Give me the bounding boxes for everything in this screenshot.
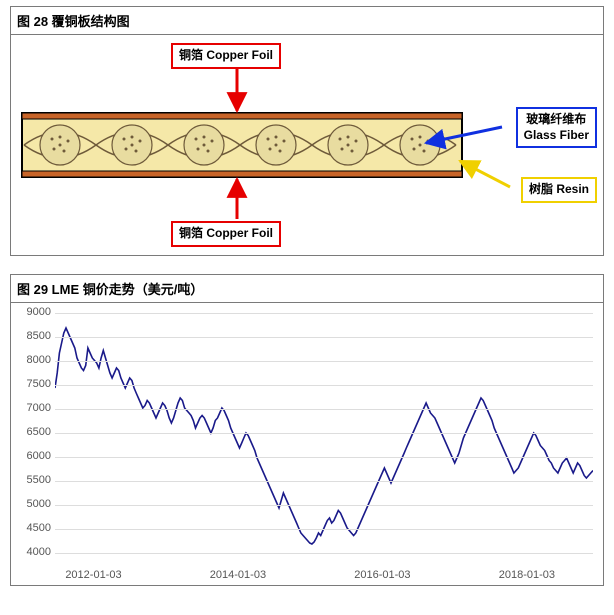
y-tick-label: 6000 — [19, 450, 51, 462]
grid-line — [55, 361, 593, 362]
y-tick-label: 4000 — [19, 546, 51, 558]
y-tick-label: 8000 — [19, 354, 51, 366]
lme-copper-chart: 4000 4500 5000 5500 6000 6500 7000 7500 8000 8500… — [11, 303, 603, 585]
price-line-svg — [55, 313, 593, 563]
ccl-structure-diagram: 铜箔 Copper Foil 玻璃纤维布 Glass Fiber 树脂 Resi… — [11, 35, 603, 255]
grid-line — [55, 385, 593, 386]
figure-28-title: 图 28 覆铜板结构图 — [11, 7, 603, 35]
y-tick-label: 4500 — [19, 522, 51, 534]
y-tick-label: 8500 — [19, 330, 51, 342]
grid-line — [55, 529, 593, 530]
y-tick-label: 7000 — [19, 402, 51, 414]
y-tick-label: 6500 — [19, 426, 51, 438]
arrow-to-resin — [460, 161, 510, 187]
y-tick-label: 5000 — [19, 498, 51, 510]
copper-layer-top — [22, 113, 462, 119]
glass-fiber-label: 玻璃纤维布 Glass Fiber — [516, 107, 597, 148]
grid-line — [55, 313, 593, 314]
x-tick-label: 2012-01-03 — [65, 569, 121, 581]
ccl-cross-section-svg — [11, 35, 603, 255]
figure-28-panel: 图 28 覆铜板结构图 铜箔 Copper Foil 玻璃纤维布 Glass F… — [10, 6, 604, 256]
resin-label: 树脂 Resin — [521, 177, 597, 203]
grid-line — [55, 505, 593, 506]
grid-line — [55, 433, 593, 434]
figure-29-title: 图 29 LME 铜价走势（美元/吨） — [11, 275, 603, 303]
y-tick-label: 7500 — [19, 378, 51, 390]
copper-foil-bottom-label: 铜箔 Copper Foil — [171, 221, 281, 247]
copper-foil-top-label: 铜箔 Copper Foil — [171, 43, 281, 69]
chart-plot-area — [55, 313, 593, 563]
y-tick-label: 5500 — [19, 474, 51, 486]
x-tick-label: 2014-01-03 — [210, 569, 266, 581]
x-tick-label: 2016-01-03 — [354, 569, 410, 581]
x-tick-label: 2018-01-03 — [499, 569, 555, 581]
copper-layer-bottom — [22, 171, 462, 177]
laminate-cross-section — [22, 113, 462, 177]
grid-line — [55, 409, 593, 410]
grid-line — [55, 337, 593, 338]
grid-line — [55, 457, 593, 458]
grid-line — [55, 553, 593, 554]
y-tick-label: 9000 — [19, 306, 51, 318]
grid-line — [55, 481, 593, 482]
figure-29-panel: 图 29 LME 铜价走势（美元/吨） 4000 4500 5000 5500 6000… — [10, 274, 604, 586]
